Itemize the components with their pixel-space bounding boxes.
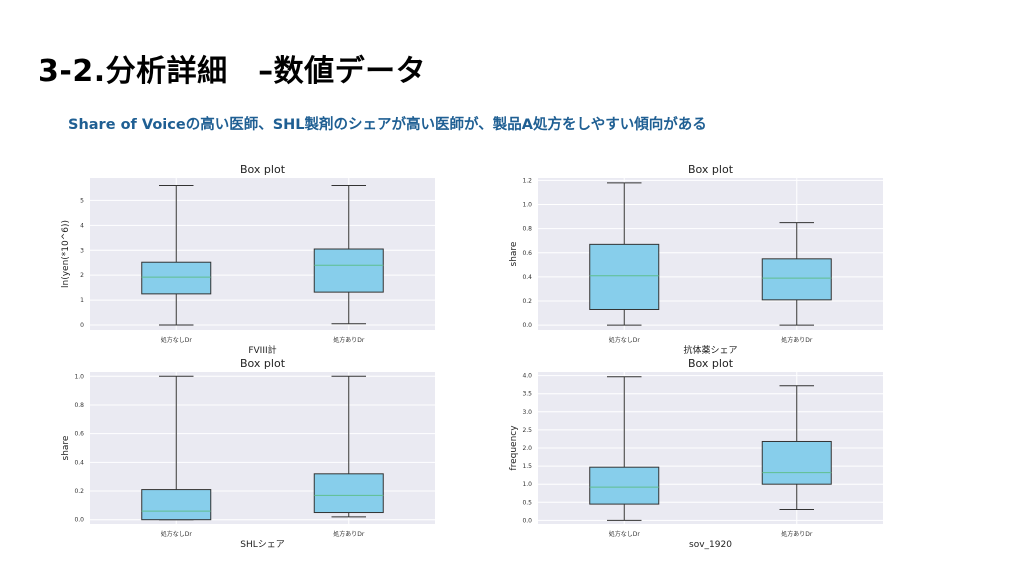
- y-tick-label: 3.5: [522, 391, 532, 398]
- y-axis-label: frequency: [509, 425, 519, 471]
- box-iqr: [141, 261, 212, 295]
- boxplot-sov-1920: Box plot 0.0 0.5 1.0 1.5 2.0 2.5 3.0 3.5 4.0 処方なしD…: [498, 354, 898, 554]
- y-tick-label: 0.8: [74, 402, 84, 409]
- y-tick-label: 0: [80, 322, 84, 329]
- y-tick-label: 3: [80, 247, 84, 254]
- y-tick-label: 0.0: [74, 517, 84, 524]
- page-subtitle: Share of Voiceの高い医師、SHL製剤のシェアが高い医師が、製品A処…: [68, 117, 707, 133]
- box-iqr: [761, 440, 832, 485]
- y-axis-label: share: [509, 241, 519, 266]
- y-tick-label: 0.4: [522, 274, 532, 281]
- boxplot-shl-share: Box plot 0.0 0.2 0.4 0.6 0.8 1.0 処方なしDr 処方ありDr SH…: [50, 354, 450, 554]
- y-tick-label: 4.0: [522, 373, 532, 380]
- y-tick-label: 0.4: [74, 459, 84, 466]
- box-iqr: [313, 248, 384, 293]
- y-tick-label: 1.5: [522, 463, 532, 470]
- boxplot-sov-1920-svg: Box plot 0.0 0.5 1.0 1.5 2.0 2.5 3.0 3.5 4.0 処方なしD…: [509, 357, 883, 550]
- x-category-label: 処方なしDr: [161, 336, 193, 344]
- boxplot-fviii: Box plot 0 1 2 3 4 5 処方なしDr 処方ありDr FVIII計 ln(yen(*…: [50, 160, 450, 360]
- y-tick-label: 1.0: [74, 373, 84, 380]
- box-iqr: [313, 473, 384, 514]
- x-category-label: 処方ありDr: [781, 336, 813, 344]
- boxplot-fviii-svg: Box plot 0 1 2 3 4 5 処方なしDr 処方ありDr FVIII計 ln(yen(*…: [61, 163, 435, 356]
- page-title: 3-2.分析詳細 –数値データ: [38, 54, 427, 89]
- y-tick-label: 3.0: [522, 409, 532, 416]
- y-axis-label: share: [61, 435, 71, 460]
- y-tick-label: 1.0: [522, 481, 532, 488]
- y-tick-label: 2.5: [522, 427, 532, 434]
- y-tick-label: 0.2: [522, 298, 532, 305]
- x-category-label: 処方なしDr: [161, 530, 193, 538]
- x-category-label: 処方なしDr: [609, 530, 641, 538]
- x-category-label: 処方なしDr: [609, 336, 641, 344]
- boxplot-antibody-share: Box plot 0.0 0.2 0.4 0.6 0.8 1.0 1.2 処方なしDr 処方ありD…: [498, 160, 898, 360]
- boxplot-shl-share-svg: Box plot 0.0 0.2 0.4 0.6 0.8 1.0 処方なしDr 処方ありDr SH…: [61, 357, 435, 550]
- x-category-label: 処方ありDr: [781, 530, 813, 538]
- x-axis-label: SHLシェア: [240, 540, 285, 550]
- y-tick-label: 4: [80, 222, 84, 229]
- x-category-label: 処方ありDr: [333, 336, 365, 344]
- y-tick-label: 5: [80, 197, 84, 204]
- plot-title: Box plot: [240, 163, 286, 176]
- boxplot-antibody-share-svg: Box plot 0.0 0.2 0.4 0.6 0.8 1.0 1.2 処方なしDr 処方ありD…: [509, 163, 883, 356]
- box-iqr: [761, 258, 832, 301]
- x-axis-label: 抗体薬シェア: [683, 344, 737, 356]
- plot-title: Box plot: [688, 357, 734, 370]
- y-tick-label: 1.0: [522, 202, 532, 209]
- y-tick-label: 0.8: [522, 226, 532, 233]
- box-iqr: [589, 243, 660, 310]
- y-tick-label: 1.2: [522, 177, 532, 184]
- box-iqr: [141, 489, 212, 521]
- y-axis-label: ln(yen(*10^6)): [61, 220, 71, 288]
- y-tick-label: 0.2: [74, 488, 84, 495]
- x-axis-label: FVIII計: [248, 344, 276, 356]
- plot-title: Box plot: [240, 357, 286, 370]
- y-tick-label: 0.0: [522, 517, 532, 524]
- y-tick-label: 0.6: [74, 431, 84, 438]
- x-axis-label: sov_1920: [689, 540, 732, 550]
- plot-title: Box plot: [688, 163, 734, 176]
- y-tick-label: 0.6: [522, 250, 532, 257]
- x-category-label: 処方ありDr: [333, 530, 365, 538]
- y-tick-label: 1: [80, 297, 84, 304]
- y-tick-label: 2: [80, 272, 84, 279]
- box-iqr: [589, 466, 660, 505]
- y-tick-label: 2.0: [522, 445, 532, 452]
- y-tick-label: 0.5: [522, 499, 532, 506]
- y-tick-label: 0.0: [522, 322, 532, 329]
